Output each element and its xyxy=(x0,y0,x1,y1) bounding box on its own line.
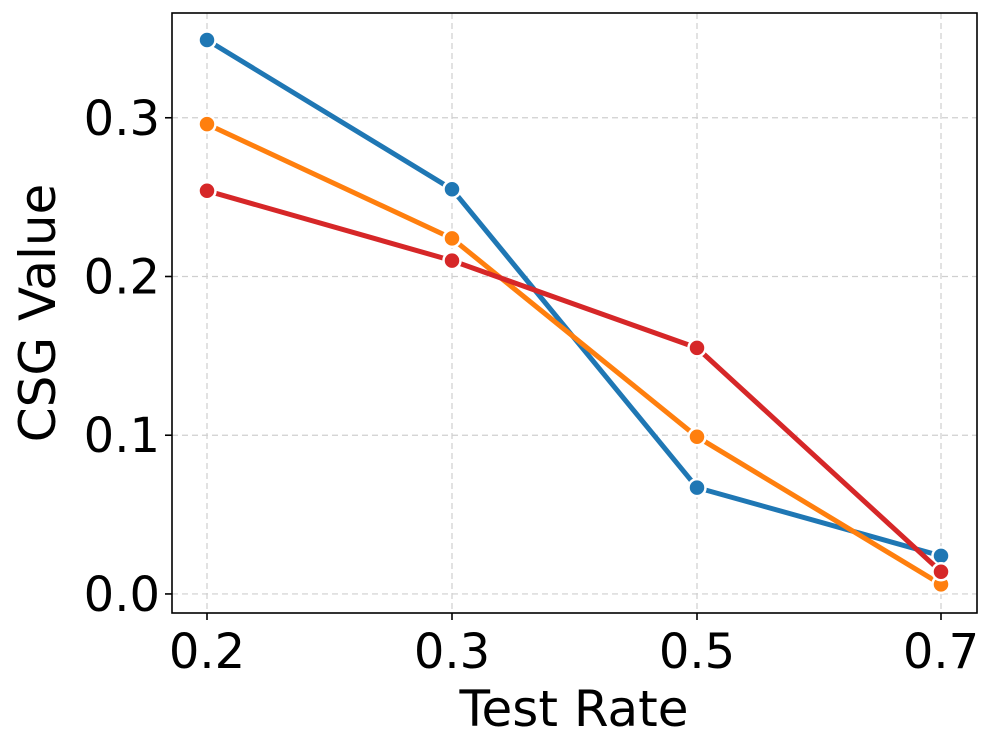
series-2 xyxy=(197,114,951,595)
y-tick-label: 0.0 xyxy=(84,567,160,623)
data-point xyxy=(931,546,951,566)
data-point xyxy=(687,338,707,358)
data-point xyxy=(687,427,707,447)
y-axis-ticks: 0.0 0.1 0.2 0.3 xyxy=(84,91,172,623)
data-point xyxy=(931,561,951,582)
data-point xyxy=(442,250,462,271)
x-axis-label: Test Rate xyxy=(458,680,688,738)
series-1 xyxy=(197,30,951,566)
series-line xyxy=(204,121,944,587)
grid-lines xyxy=(172,13,977,613)
series-3 xyxy=(197,181,951,582)
data-point xyxy=(197,114,217,134)
series-line xyxy=(204,188,944,575)
x-axis-ticks: 0.2 0.3 0.5 0.7 xyxy=(169,613,979,680)
x-tick-label: 0.7 xyxy=(903,624,979,680)
y-tick-label: 0.2 xyxy=(84,249,160,305)
x-tick-label: 0.3 xyxy=(414,624,490,680)
y-tick-label: 0.3 xyxy=(84,91,160,147)
x-tick-label: 0.5 xyxy=(659,624,735,680)
data-point xyxy=(687,477,707,498)
data-point xyxy=(197,30,217,50)
y-tick-label: 0.1 xyxy=(84,408,160,464)
plot-frame xyxy=(171,12,978,614)
x-tick-label: 0.2 xyxy=(169,624,245,680)
series-group xyxy=(197,30,951,595)
data-point xyxy=(442,228,462,249)
y-axis-label: CSG Value xyxy=(9,184,67,443)
data-point xyxy=(442,179,462,199)
data-point xyxy=(197,181,217,201)
